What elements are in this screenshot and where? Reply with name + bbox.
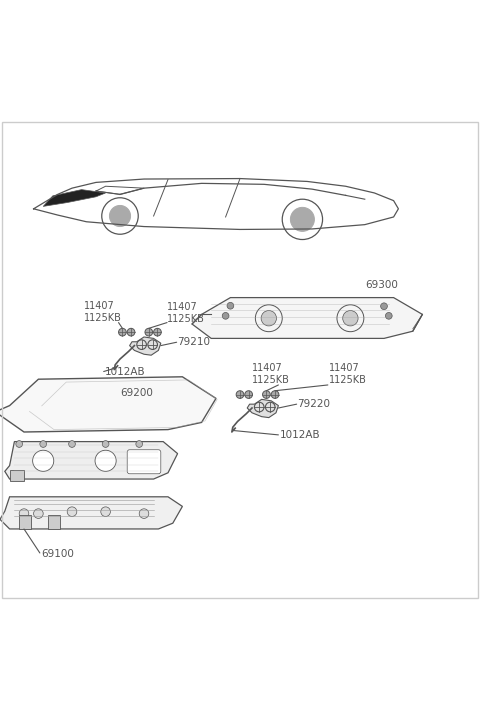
FancyBboxPatch shape: [10, 470, 24, 481]
Circle shape: [261, 310, 276, 326]
Polygon shape: [0, 497, 182, 529]
Polygon shape: [0, 377, 216, 432]
Circle shape: [102, 441, 109, 447]
Circle shape: [127, 328, 135, 336]
FancyBboxPatch shape: [127, 450, 161, 474]
Polygon shape: [247, 400, 278, 418]
Circle shape: [119, 328, 126, 336]
FancyBboxPatch shape: [48, 515, 60, 529]
Text: 79210: 79210: [178, 337, 211, 347]
Text: 11407
1125KB: 11407 1125KB: [84, 301, 122, 323]
Text: 69100: 69100: [41, 549, 73, 559]
Text: 1012AB: 1012AB: [105, 366, 145, 377]
Circle shape: [19, 509, 29, 518]
Text: 69300: 69300: [365, 280, 397, 290]
Circle shape: [343, 310, 358, 326]
Circle shape: [385, 312, 392, 319]
Circle shape: [381, 303, 387, 310]
Circle shape: [271, 391, 279, 398]
Polygon shape: [130, 337, 161, 355]
Circle shape: [154, 328, 161, 336]
Text: 69200: 69200: [120, 387, 153, 397]
Circle shape: [139, 509, 149, 518]
Circle shape: [16, 441, 23, 447]
Text: 11407
1125KB: 11407 1125KB: [329, 364, 367, 385]
Circle shape: [101, 507, 110, 516]
Circle shape: [109, 205, 131, 227]
Circle shape: [236, 391, 244, 398]
Circle shape: [67, 507, 77, 516]
Circle shape: [145, 328, 153, 336]
Text: 79220: 79220: [298, 399, 331, 409]
Circle shape: [95, 450, 116, 472]
Polygon shape: [192, 297, 422, 338]
Circle shape: [40, 441, 47, 447]
Circle shape: [136, 441, 143, 447]
Polygon shape: [43, 189, 106, 207]
Circle shape: [263, 391, 270, 398]
Polygon shape: [5, 441, 178, 479]
Text: 11407
1125KB: 11407 1125KB: [167, 302, 205, 324]
Circle shape: [227, 302, 234, 309]
FancyBboxPatch shape: [19, 515, 31, 529]
Circle shape: [33, 450, 54, 472]
Circle shape: [34, 509, 43, 518]
Circle shape: [222, 312, 229, 319]
Text: 1012AB: 1012AB: [279, 430, 320, 440]
Circle shape: [245, 391, 252, 398]
Circle shape: [69, 441, 75, 447]
Circle shape: [290, 207, 314, 231]
Text: 11407
1125KB: 11407 1125KB: [252, 364, 290, 385]
